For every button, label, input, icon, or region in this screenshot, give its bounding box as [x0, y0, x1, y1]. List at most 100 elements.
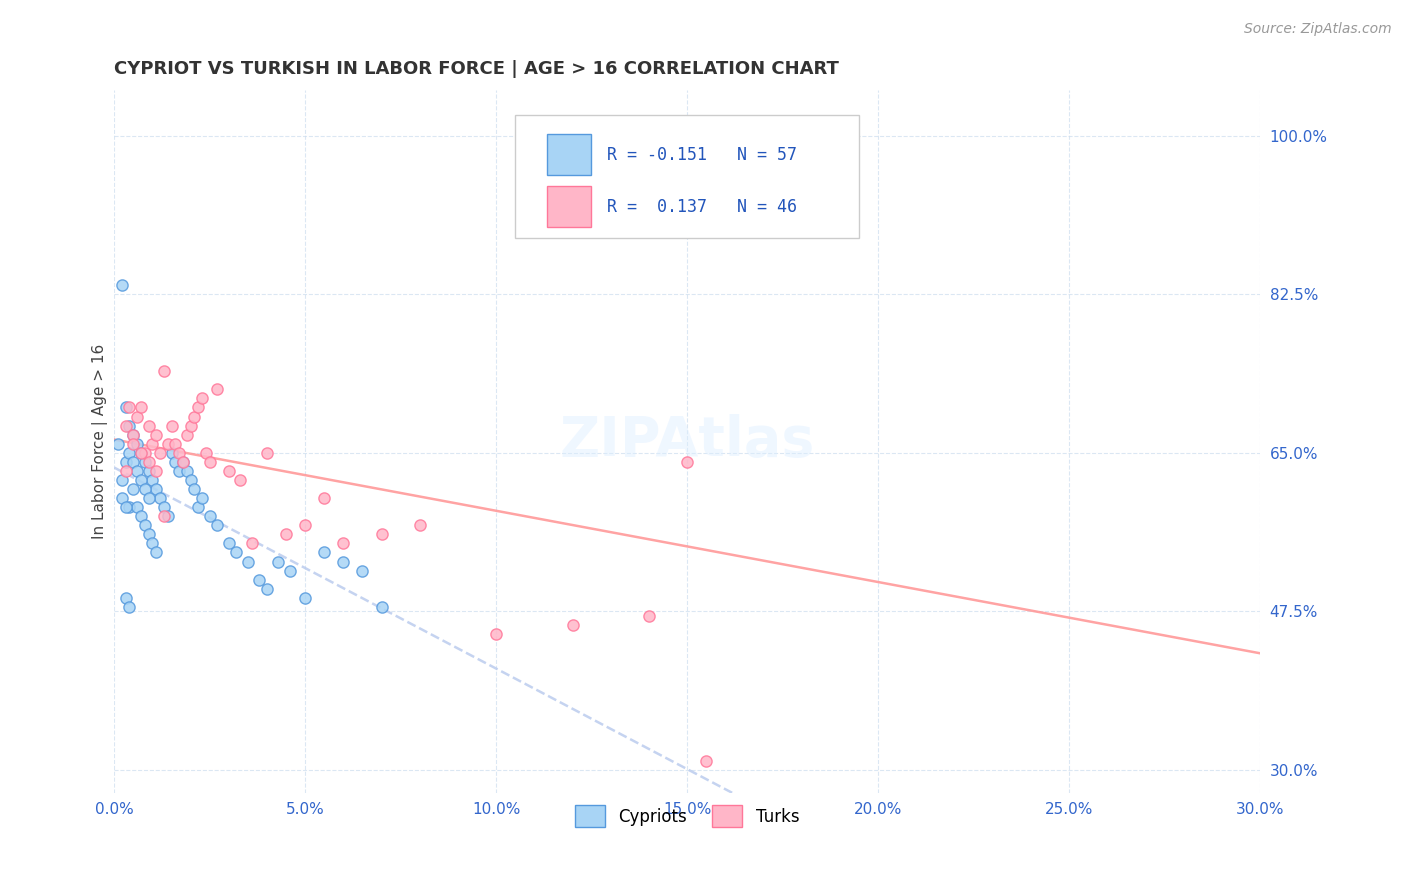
Cypriots [122, 455, 145, 469]
Cypriots [314, 545, 336, 559]
Cypriots [149, 491, 172, 505]
Cypriots [145, 482, 167, 496]
Cypriots [236, 555, 259, 569]
Turks [198, 455, 221, 469]
Legend: Cypriots, Turks: Cypriots, Turks [568, 798, 806, 833]
Turks [714, 128, 737, 143]
Cypriots [111, 278, 134, 293]
Cypriots [191, 491, 214, 505]
Cypriots [127, 436, 149, 450]
Cypriots [118, 599, 141, 614]
Turks [485, 627, 508, 641]
Cypriots [294, 591, 316, 605]
Cypriots [138, 491, 160, 505]
Turks [114, 464, 136, 478]
Cypriots [278, 564, 301, 578]
Y-axis label: In Labor Force | Age > 16: In Labor Force | Age > 16 [93, 343, 108, 539]
Turks [141, 436, 163, 450]
Cypriots [183, 482, 205, 496]
Turks [187, 401, 209, 415]
Turks [129, 401, 152, 415]
Turks [180, 418, 202, 433]
Turks [134, 446, 156, 460]
Turks [165, 436, 187, 450]
Cypriots [114, 401, 136, 415]
Turks [218, 464, 240, 478]
Turks [274, 527, 297, 541]
Text: R =  0.137   N = 46: R = 0.137 N = 46 [607, 198, 797, 216]
Cypriots [187, 500, 209, 515]
Turks [229, 473, 252, 487]
Turks [561, 618, 583, 632]
Cypriots [134, 455, 156, 469]
Cypriots [332, 555, 354, 569]
Cypriots [138, 464, 160, 478]
Text: CYPRIOT VS TURKISH IN LABOR FORCE | AGE > 16 CORRELATION CHART: CYPRIOT VS TURKISH IN LABOR FORCE | AGE … [114, 60, 839, 78]
Turks [332, 536, 354, 550]
Cypriots [114, 591, 136, 605]
Turks [122, 436, 145, 450]
FancyBboxPatch shape [547, 134, 591, 175]
Turks [167, 446, 190, 460]
Turks [638, 608, 661, 623]
Turks [294, 518, 316, 533]
Cypriots [118, 446, 141, 460]
Text: ZIPAtlas: ZIPAtlas [560, 415, 815, 468]
Cypriots [165, 455, 187, 469]
Cypriots [207, 518, 229, 533]
Turks [114, 418, 136, 433]
Turks [153, 364, 176, 378]
Cypriots [352, 564, 374, 578]
Turks [122, 427, 145, 442]
Cypriots [122, 482, 145, 496]
Cypriots [118, 418, 141, 433]
Cypriots [247, 573, 270, 587]
Cypriots [127, 464, 149, 478]
Text: Source: ZipAtlas.com: Source: ZipAtlas.com [1244, 22, 1392, 37]
Turks [160, 418, 183, 433]
Turks [138, 418, 160, 433]
Turks [256, 446, 278, 460]
Cypriots [134, 518, 156, 533]
Cypriots [145, 545, 167, 559]
Cypriots [218, 536, 240, 550]
Cypriots [111, 491, 134, 505]
Cypriots [172, 455, 194, 469]
Cypriots [225, 545, 247, 559]
Turks [118, 401, 141, 415]
Turks [194, 446, 217, 460]
Turks [314, 491, 336, 505]
Cypriots [114, 455, 136, 469]
Turks [145, 427, 167, 442]
Cypriots [176, 464, 198, 478]
Cypriots [114, 500, 136, 515]
Turks [183, 409, 205, 424]
Turks [207, 382, 229, 396]
Cypriots [129, 509, 152, 524]
Cypriots [370, 599, 392, 614]
FancyBboxPatch shape [515, 115, 859, 238]
Turks [129, 446, 152, 460]
Turks [172, 455, 194, 469]
Text: R = -0.151   N = 57: R = -0.151 N = 57 [607, 145, 797, 163]
Turks [370, 527, 392, 541]
Turks [409, 518, 432, 533]
Cypriots [129, 473, 152, 487]
Cypriots [153, 500, 176, 515]
Cypriots [111, 473, 134, 487]
Cypriots [256, 582, 278, 596]
Turks [156, 436, 179, 450]
Cypriots [267, 555, 290, 569]
Cypriots [118, 500, 141, 515]
Turks [145, 464, 167, 478]
Cypriots [134, 482, 156, 496]
Turks [149, 446, 172, 460]
Turks [127, 409, 149, 424]
Turks [676, 455, 699, 469]
Turks [191, 392, 214, 406]
Cypriots [198, 509, 221, 524]
Cypriots [107, 436, 129, 450]
Turks [240, 536, 263, 550]
Cypriots [167, 464, 190, 478]
Cypriots [160, 446, 183, 460]
